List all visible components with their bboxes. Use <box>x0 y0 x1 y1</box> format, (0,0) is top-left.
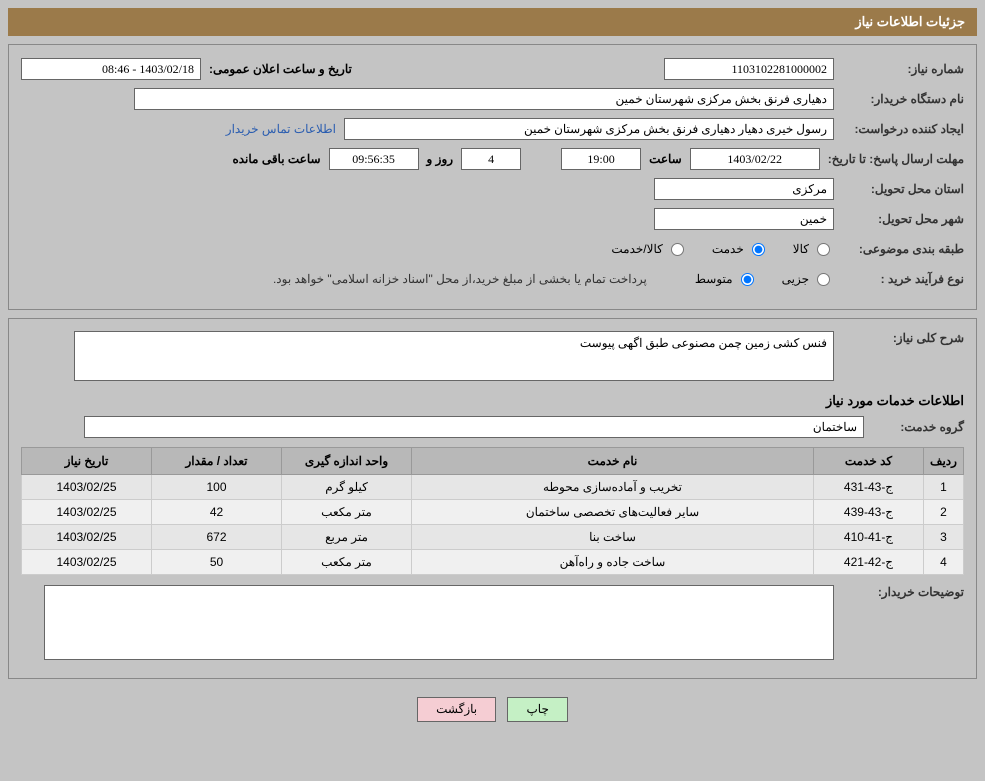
cell-date: 1403/02/25 <box>22 550 152 575</box>
detail-panel: شرح کلی نیاز: اطلاعات خدمات مورد نیاز گر… <box>8 318 977 679</box>
table-row: 3ج-41-410ساخت بنامتر مربع6721403/02/25 <box>22 525 964 550</box>
cell-name: ساخت جاده و راه‌آهن <box>412 550 814 575</box>
radio-medium[interactable] <box>741 273 754 286</box>
remain-input[interactable] <box>329 148 419 170</box>
print-button[interactable]: چاپ <box>507 697 567 722</box>
cell-r: 3 <box>924 525 964 550</box>
need-no-label: شماره نیاز: <box>834 62 964 76</box>
payment-note: پرداخت تمام یا بخشی از مبلغ خرید،از محل … <box>273 272 667 286</box>
cell-unit: متر مکعب <box>282 550 412 575</box>
cell-qty: 672 <box>152 525 282 550</box>
org-label: نام دستگاه خریدار: <box>834 92 964 106</box>
radio-partial[interactable] <box>817 273 830 286</box>
cell-name: سایر فعالیت‌های تخصصی ساختمان <box>412 500 814 525</box>
radio-goods-service[interactable] <box>671 243 684 256</box>
th-unit: واحد اندازه گیری <box>282 448 412 475</box>
cat-gs-label: کالا/خدمت <box>587 242 662 256</box>
deadline-date-input[interactable] <box>690 148 820 170</box>
services-table: ردیف کد خدمت نام خدمت واحد اندازه گیری ت… <box>21 447 964 575</box>
proc-medium-label: متوسط <box>671 272 733 286</box>
hour-label: ساعت <box>641 152 690 166</box>
cell-code: ج-43-431 <box>814 475 924 500</box>
cell-qty: 50 <box>152 550 282 575</box>
days-label: روز و <box>419 152 462 166</box>
contact-link[interactable]: اطلاعات تماس خریدار <box>226 122 344 136</box>
back-button[interactable]: بازگشت <box>417 697 496 722</box>
th-name: نام خدمت <box>412 448 814 475</box>
table-row: 2ج-43-439سایر فعالیت‌های تخصصی ساختمانمت… <box>22 500 964 525</box>
cell-r: 1 <box>924 475 964 500</box>
th-qty: تعداد / مقدار <box>152 448 282 475</box>
cell-code: ج-43-439 <box>814 500 924 525</box>
th-row: ردیف <box>924 448 964 475</box>
cell-name: ساخت بنا <box>412 525 814 550</box>
cell-r: 2 <box>924 500 964 525</box>
cell-qty: 100 <box>152 475 282 500</box>
deadline-label: مهلت ارسال پاسخ: تا تاریخ: <box>820 152 964 166</box>
category-label: طبقه بندی موضوعی: <box>834 242 964 256</box>
table-row: 1ج-43-431تخریب و آماده‌سازی محوطهکیلو گر… <box>22 475 964 500</box>
desc-label: شرح کلی نیاز: <box>834 331 964 345</box>
announce-label: تاریخ و ساعت اعلان عمومی: <box>201 62 360 76</box>
button-row: چاپ بازگشت <box>0 687 985 736</box>
process-label: نوع فرآیند خرید : <box>834 272 964 286</box>
province-input[interactable] <box>654 178 834 200</box>
cat-service-label: خدمت <box>688 242 744 256</box>
cell-date: 1403/02/25 <box>22 525 152 550</box>
province-label: استان محل تحویل: <box>834 182 964 196</box>
buyer-notes-label: توضیحات خریدار: <box>834 585 964 599</box>
cell-date: 1403/02/25 <box>22 500 152 525</box>
desc-textarea[interactable] <box>74 331 834 381</box>
services-title: اطلاعات خدمات مورد نیاز <box>21 387 964 415</box>
announce-input[interactable] <box>21 58 201 80</box>
city-input[interactable] <box>654 208 834 230</box>
city-label: شهر محل تحویل: <box>834 212 964 226</box>
need-no-input[interactable] <box>664 58 834 80</box>
cell-qty: 42 <box>152 500 282 525</box>
org-input[interactable] <box>134 88 834 110</box>
radio-service[interactable] <box>752 243 765 256</box>
proc-partial-label: جزیی <box>758 272 809 286</box>
cell-code: ج-41-410 <box>814 525 924 550</box>
table-row: 4ج-42-421ساخت جاده و راه‌آهنمتر مکعب5014… <box>22 550 964 575</box>
cell-unit: متر مربع <box>282 525 412 550</box>
group-input[interactable] <box>84 416 864 438</box>
th-date: تاریخ نیاز <box>22 448 152 475</box>
th-code: کد خدمت <box>814 448 924 475</box>
remain-label: ساعت باقی مانده <box>224 152 328 166</box>
cell-unit: کیلو گرم <box>282 475 412 500</box>
cell-date: 1403/02/25 <box>22 475 152 500</box>
cell-r: 4 <box>924 550 964 575</box>
cell-name: تخریب و آماده‌سازی محوطه <box>412 475 814 500</box>
deadline-hour-input[interactable] <box>561 148 641 170</box>
info-panel: AriaTender.net شماره نیاز: تاریخ و ساعت … <box>8 44 977 310</box>
cell-code: ج-42-421 <box>814 550 924 575</box>
radio-goods[interactable] <box>817 243 830 256</box>
requester-label: ایجاد کننده درخواست: <box>834 122 964 136</box>
cell-unit: متر مکعب <box>282 500 412 525</box>
buyer-notes-textarea[interactable] <box>44 585 834 660</box>
group-label: گروه خدمت: <box>864 420 964 434</box>
requester-input[interactable] <box>344 118 834 140</box>
panel-title: جزئیات اطلاعات نیاز <box>8 8 977 36</box>
days-input[interactable] <box>461 148 521 170</box>
cat-goods-label: کالا <box>769 242 809 256</box>
